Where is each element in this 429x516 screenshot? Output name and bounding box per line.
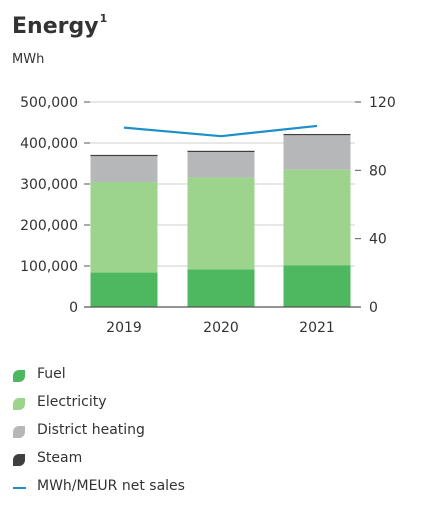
bar-segment-district-heating <box>90 156 158 182</box>
bar-segment-district-heating <box>283 135 351 170</box>
district-heating-swatch-icon <box>13 426 25 438</box>
left-axis-tick-label: 200,000 <box>20 218 78 234</box>
energy-chart: 0 100,000 200,000 300,000 400,000 500,000 0 40 8… <box>20 95 396 336</box>
bar-segment-electricity <box>90 181 158 273</box>
electricity-swatch-icon <box>13 398 25 410</box>
bar-segment-electricity <box>283 169 351 266</box>
bar-segment-electricity <box>187 177 255 270</box>
x-axis-tick-label: 2021 <box>299 320 335 336</box>
unit-label: MWh <box>12 52 45 67</box>
bars <box>90 133 351 307</box>
x-axis-tick-label: 2020 <box>203 320 239 336</box>
fuel-swatch-icon <box>13 370 25 382</box>
left-axis-tick-label: 100,000 <box>20 259 78 275</box>
steam-swatch-icon <box>13 454 25 466</box>
bar-segment-district-heating <box>187 152 255 178</box>
right-axis-tick-label: 80 <box>369 163 387 179</box>
legend-label-net-sales: MWh/MEUR net sales <box>37 478 185 494</box>
tick-labels: 0 100,000 200,000 300,000 400,000 500,000 0 40 8… <box>20 95 396 336</box>
title-footnote-marker: 1 <box>99 11 108 25</box>
right-axis-tick-label: 0 <box>369 300 378 316</box>
bar-segment-steam <box>283 133 351 136</box>
right-axis-tick-label: 120 <box>369 95 396 111</box>
legend-label-electricity: Electricity <box>37 394 107 410</box>
legend-label-fuel: Fuel <box>37 366 66 382</box>
left-axis-tick-label: 500,000 <box>20 95 78 111</box>
left-axis-tick-label: 0 <box>69 300 78 316</box>
left-axis-tick-label: 400,000 <box>20 136 78 152</box>
legend-label-steam: Steam <box>37 450 83 466</box>
right-axis-tick-label: 40 <box>369 232 387 248</box>
x-axis-tick-label: 2019 <box>106 320 142 336</box>
legend-label-district-heating: District heating <box>37 422 145 438</box>
bar-segment-steam <box>90 154 158 157</box>
axes <box>84 101 361 308</box>
bar-segment-fuel <box>90 272 158 307</box>
net-sales-line-path <box>123 124 318 138</box>
bar-segment-fuel <box>187 269 255 307</box>
bar-segment-steam <box>187 150 255 153</box>
chart-title: Energy1 <box>12 11 108 39</box>
left-axis-tick-label: 300,000 <box>20 177 78 193</box>
bar-segment-fuel <box>283 265 351 307</box>
net-sales-line <box>123 124 318 138</box>
chart-title-text: Energy <box>12 14 99 39</box>
line-swatch-icon <box>13 487 26 489</box>
